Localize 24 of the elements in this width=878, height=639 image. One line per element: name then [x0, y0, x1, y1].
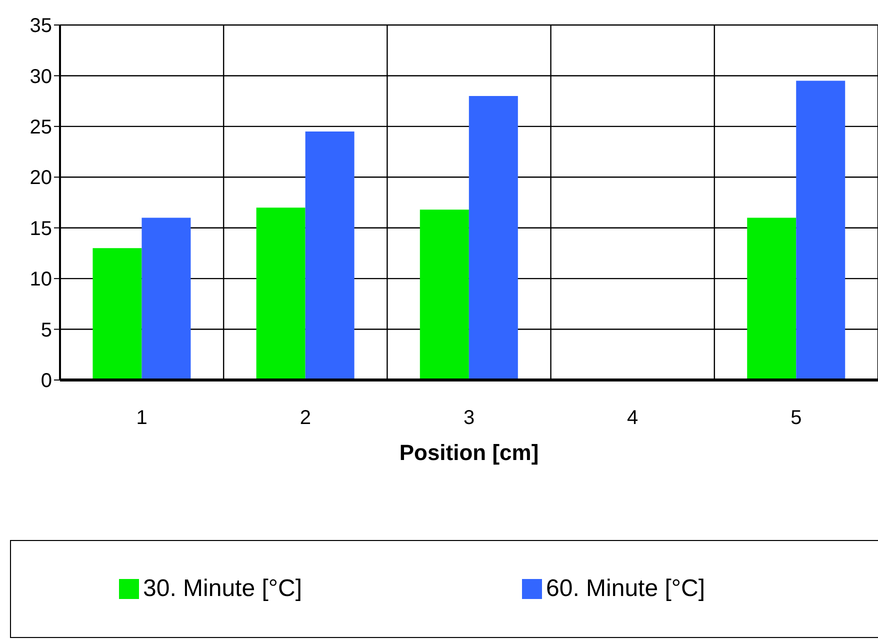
bar: [420, 210, 469, 380]
x-tick-label: 4: [627, 407, 638, 430]
bar: [305, 132, 354, 380]
bar: [92, 248, 142, 380]
y-tick-label: 20: [30, 167, 52, 190]
y-tick-label: 0: [40, 370, 52, 392]
legend-label: 30. Minute [°C]: [143, 575, 302, 603]
x-tick-label: 1: [136, 407, 148, 430]
y-tick-label: 10: [30, 268, 52, 291]
bar: [796, 80, 846, 380]
x-tick-label: 3: [463, 407, 475, 430]
bar: [747, 218, 796, 380]
legend-label: 60. Minute [°C]: [546, 575, 705, 603]
y-tick-label: 25: [30, 116, 52, 139]
y-tick-label: 35: [30, 15, 52, 38]
bar: [468, 96, 518, 380]
x-tick-label: 5: [790, 407, 802, 430]
bar: [142, 218, 191, 380]
y-tick-label: 15: [30, 218, 52, 240]
y-tick-label: 5: [40, 319, 52, 342]
bar: [256, 208, 306, 380]
x-tick-label: 2: [300, 407, 311, 430]
x-axis-title: Position [cm]: [399, 440, 539, 465]
y-tick-label: 30: [30, 66, 52, 88]
